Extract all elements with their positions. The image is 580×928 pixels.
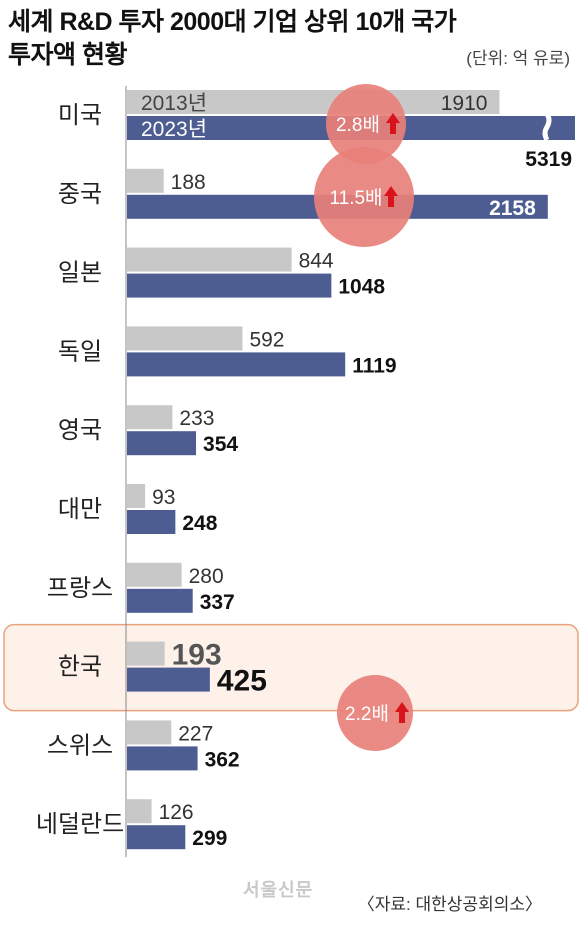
bar-2023 (127, 825, 186, 850)
category-label: 중국 (58, 181, 102, 208)
value-label-2013: 188 (171, 171, 206, 194)
category-label: 독일 (58, 338, 102, 365)
value-label-2013: 592 (249, 328, 284, 351)
value-label-2023: 1048 (338, 276, 385, 299)
value-label-2023: 362 (205, 748, 240, 771)
value-label-2023: 337 (200, 591, 235, 614)
value-label-2013: 1910 (441, 92, 488, 115)
value-label-2013: 93 (152, 486, 175, 509)
bar-2023 (127, 667, 210, 692)
value-label-2013: 126 (159, 801, 194, 824)
up-arrow-icon (395, 702, 409, 723)
up-arrow-icon (384, 186, 398, 207)
bar-2023 (127, 352, 346, 377)
bar-2013 (127, 484, 146, 508)
growth-label: 2.8배 (336, 114, 380, 136)
category-label: 대만 (58, 496, 102, 523)
category-label: 일본 (58, 260, 102, 287)
value-label-2013: 844 (299, 250, 334, 273)
source-label: 〈자료: 대한상공회의소〉 (357, 895, 542, 914)
bar-2013 (127, 799, 152, 824)
axis-break-mark (542, 112, 552, 142)
value-label-2013: 227 (178, 722, 213, 745)
category-label: 스위스 (47, 732, 113, 759)
bar-2013 (127, 326, 243, 351)
value-label-2023: 425 (217, 665, 267, 698)
growth-label: 11.5배 (329, 187, 382, 209)
bar-2013 (127, 168, 164, 193)
up-arrow-icon (386, 113, 400, 134)
value-label-2023: 2158 (489, 197, 536, 220)
value-label-2023: 1119 (352, 354, 396, 377)
bar-2013 (127, 720, 172, 745)
bar-2013 (127, 562, 182, 587)
bar-2023 (127, 588, 193, 613)
value-label-2023: 5319 (525, 148, 572, 171)
chart-title-line1: 세계 R&D 투자 2000대 기업 상위 10개 국가 (8, 8, 457, 36)
unit-label: (단위: 억 유로) (466, 49, 570, 68)
growth-circle (326, 84, 406, 164)
value-label-2013: 280 (189, 565, 224, 588)
category-label: 한국 (58, 654, 102, 681)
value-label-2023: 354 (203, 433, 238, 456)
bar-2013 (127, 405, 173, 430)
value-label-2023: 299 (192, 827, 227, 850)
value-label-2013: 193 (172, 639, 222, 672)
chart-title-line2: 투자액 현황 (8, 41, 127, 69)
bar-2023 (127, 510, 176, 534)
growth-circle (337, 675, 413, 751)
watermark: 서울신문 (243, 880, 314, 900)
category-label: 프랑스 (47, 575, 113, 602)
category-label: 영국 (58, 417, 102, 444)
bar-2023 (127, 273, 332, 298)
bar-2013 (127, 90, 500, 114)
bar-2013 (127, 641, 165, 666)
growth-circle (314, 147, 414, 247)
growth-label: 2.2배 (345, 703, 389, 725)
bar-2013 (127, 247, 292, 272)
category-label: 네덜란드 (36, 811, 124, 838)
value-label-2013: 233 (179, 407, 214, 430)
value-label-2023: 248 (182, 512, 217, 535)
series-label: 2013년 (141, 92, 207, 115)
bar-2023 (127, 746, 198, 771)
series-label: 2023년 (141, 118, 207, 141)
category-label: 미국 (58, 102, 102, 129)
bar-2023 (127, 431, 197, 456)
